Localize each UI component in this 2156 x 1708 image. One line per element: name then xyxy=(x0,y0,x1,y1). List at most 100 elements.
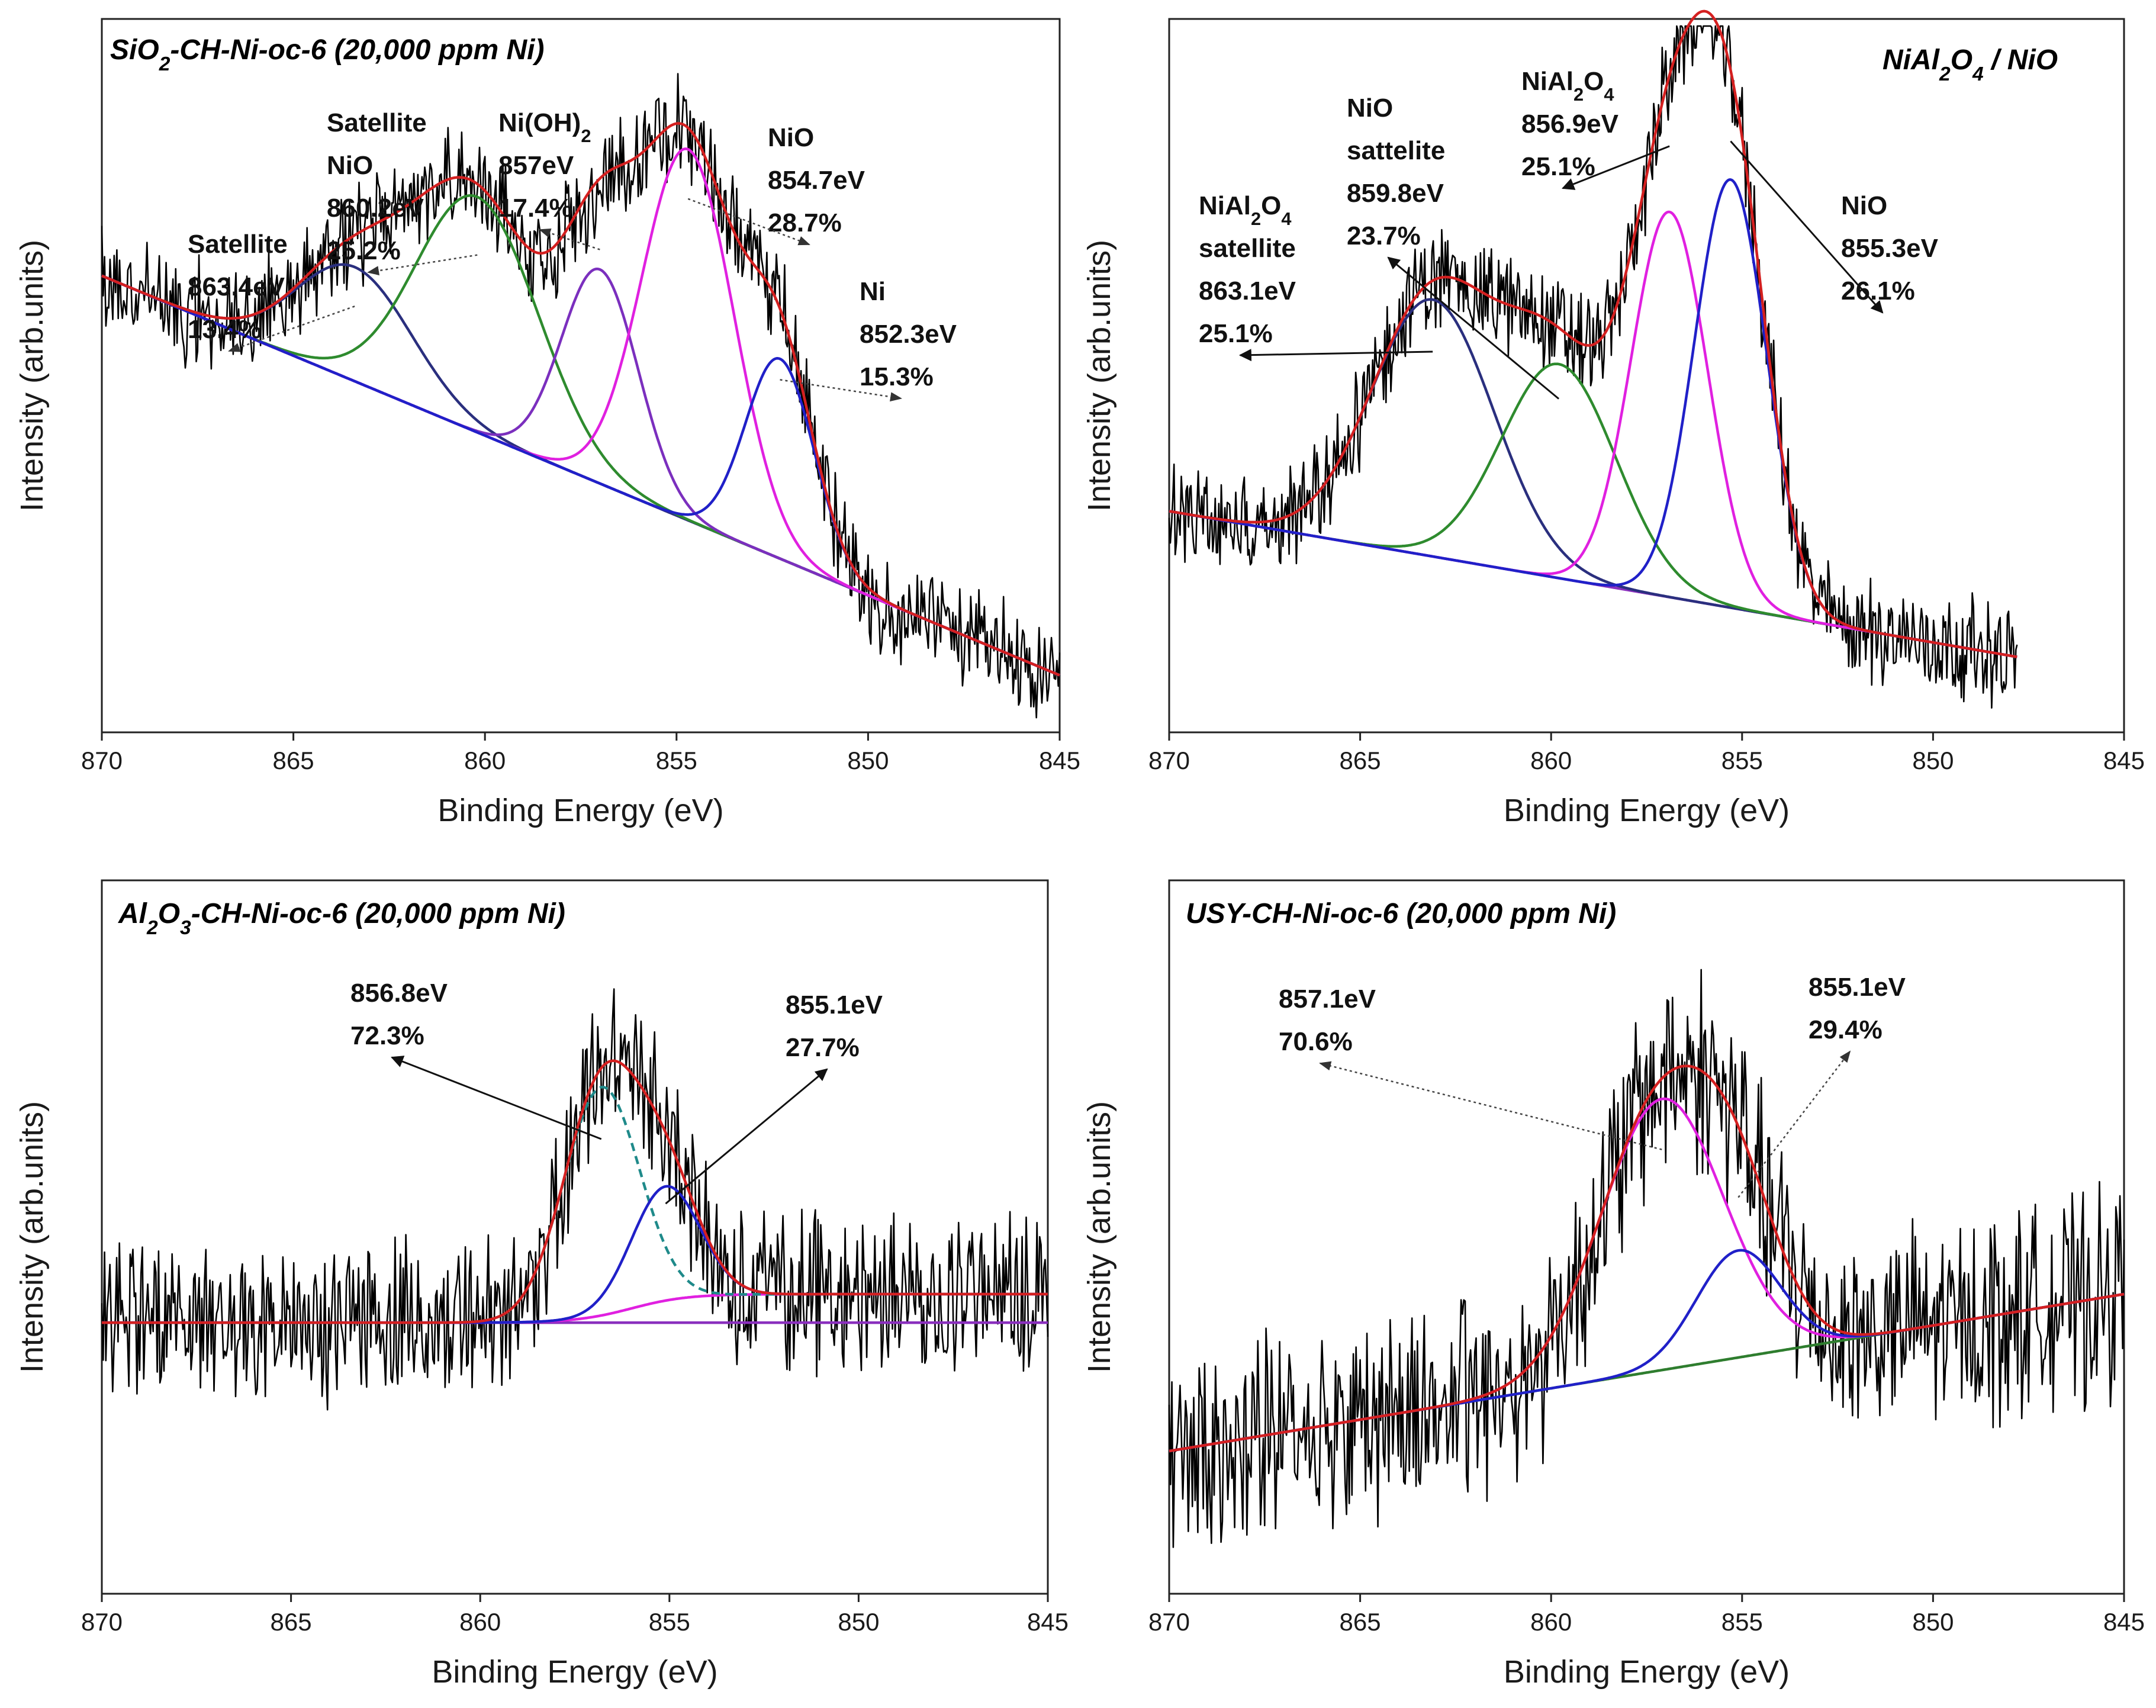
annotation-line-part: satellite xyxy=(1199,234,1296,263)
annotation-line: NiO xyxy=(768,123,814,152)
annotation-line-part: NiAl xyxy=(1199,191,1251,220)
annotation-line: 29.4% xyxy=(1809,1015,1883,1044)
x-tick-label: 865 xyxy=(271,1608,312,1636)
annotation-line-part: NiO xyxy=(1841,191,1887,220)
annotation-line-part: 857.1eV xyxy=(1279,985,1376,1014)
panel-title-part: -CH-Ni-oc-6 (20,000 ppm Ni) xyxy=(170,34,544,66)
panel-title: USY-CH-Ni-oc-6 (20,000 ppm Ni) xyxy=(1186,898,1616,929)
plot-frame xyxy=(1168,18,2125,734)
x-tick-label: 870 xyxy=(1148,1608,1190,1636)
peak-annotation: NiO 854.7eV 28.7% xyxy=(687,123,865,246)
y-axis-title: Intensity (arb.units) xyxy=(14,240,50,512)
plot-frame xyxy=(101,879,1049,1595)
x-tick-label: 845 xyxy=(2103,1608,2145,1636)
x-tick-label: 865 xyxy=(1340,747,1381,774)
annotation-line: 854.7eV xyxy=(768,166,865,195)
x-tick-label: 845 xyxy=(1027,1608,1069,1636)
x-tick-label: 860 xyxy=(459,1608,501,1636)
x-tick-label: 850 xyxy=(1912,1608,1954,1636)
annotation-line-part: 852.3eV xyxy=(860,320,957,349)
annotation-line-part: 863.4eV xyxy=(188,272,285,301)
annotation-line-part: 13.4% xyxy=(188,315,262,344)
annotation-line-part: 28.7% xyxy=(768,208,842,237)
y-axis-title: Intensity (arb.units) xyxy=(14,1101,50,1373)
annotation-line: sattelite xyxy=(1347,136,1445,165)
annotation-line-part: Satellite xyxy=(327,108,427,137)
annotation-line-part: 863.1eV xyxy=(1199,276,1296,305)
x-tick-label: 850 xyxy=(838,1608,879,1636)
panel-title-part: O xyxy=(158,898,180,929)
x-tick-label: 870 xyxy=(81,747,123,774)
measured-spectrum xyxy=(101,73,1061,719)
annotation-line-part: Ni(OH) xyxy=(498,108,581,137)
annotation-line-part: 2 xyxy=(1251,208,1261,229)
annotation-line: 17.4% xyxy=(498,194,572,223)
panel-title-part: SiO xyxy=(110,34,159,66)
x-tick-label: 860 xyxy=(1530,747,1572,774)
panel-title-part: NiAl xyxy=(1883,44,1941,76)
annotation-line-part: O xyxy=(1261,191,1281,220)
annotation-line-part: 72.3% xyxy=(350,1021,424,1050)
peak-annotation: 855.1eV 29.4% xyxy=(1737,973,1906,1198)
annotation-line: 855.1eV xyxy=(1809,973,1906,1002)
panel-title-part: 4 xyxy=(1972,63,1984,85)
annotation-line-part: Ni xyxy=(860,277,886,306)
panel-title: NiAl2O4 / NiO xyxy=(1883,44,2058,85)
annotation-line-part: 859.8eV xyxy=(1347,179,1444,208)
peak-annotation: NiO sattelite 859.8eV 23.7% xyxy=(1347,94,1560,400)
measured-spectrum xyxy=(1168,25,2018,709)
annotation-line: 13.4% xyxy=(188,315,262,344)
x-tick-label: 850 xyxy=(1912,747,1954,774)
annotation-arrow xyxy=(1238,349,1433,362)
x-tick-label: 855 xyxy=(1721,1608,1763,1636)
peak-annotation: Ni 852.3eV 15.3% xyxy=(780,277,957,402)
x-axis-title: Binding Energy (eV) xyxy=(1504,793,1790,828)
annotation-line-part: 15.3% xyxy=(860,362,934,391)
annotation-line-part: NiO xyxy=(768,123,814,152)
annotation-line-part: NiO xyxy=(1347,94,1393,123)
peak-annotation: 857.1eV 70.6% xyxy=(1279,985,1662,1150)
measured-spectrum xyxy=(1168,969,2125,1548)
measured-spectrum xyxy=(101,988,1049,1411)
annotation-line-part: 4 xyxy=(1281,208,1291,229)
annotation-line: 857.1eV xyxy=(1279,985,1376,1014)
panel-title-part: Al xyxy=(118,898,148,929)
fit-envelope xyxy=(101,122,1060,677)
annotation-line: NiAl2O4 xyxy=(1199,191,1292,229)
fit-envelope xyxy=(102,1059,1048,1324)
annotation-line: NiAl2O4 xyxy=(1521,67,1614,105)
x-tick-label: 865 xyxy=(1340,1608,1381,1636)
annotation-line: 856.9eV xyxy=(1521,110,1619,139)
x-tick-label: 870 xyxy=(1148,747,1190,774)
chart-panel-p2: 870 865 860 855 850 845 Binding Energy (eV) Int… xyxy=(1082,9,2145,828)
annotation-line: 15.3% xyxy=(860,362,934,391)
annotation-line-part: 23.7% xyxy=(1347,221,1421,250)
x-tick-label: 860 xyxy=(1530,1608,1572,1636)
annotation-line-part: 70.6% xyxy=(1279,1027,1353,1056)
x-tick-label: 855 xyxy=(1721,747,1763,774)
annotation-line-part: NiAl xyxy=(1521,67,1573,96)
annotation-arrow xyxy=(665,1068,828,1205)
annotation-arrow xyxy=(1387,256,1560,400)
annotation-line-part: sattelite xyxy=(1347,136,1445,165)
annotation-line-part: 856.8eV xyxy=(350,979,448,1008)
annotation-line: NiO xyxy=(1347,94,1393,123)
panel-title-part: -CH-Ni-oc-6 (20,000 ppm Ni) xyxy=(191,898,565,929)
fit-envelope xyxy=(1169,1064,2125,1453)
annotation-line: 70.6% xyxy=(1279,1027,1353,1056)
annotation-line-part: 25.2% xyxy=(327,236,401,265)
annotation-arrow xyxy=(367,254,478,276)
peak-annotation: Satellite NiO 860.2eV 25.2% xyxy=(327,108,478,276)
annotation-line-part: NiO xyxy=(327,151,373,180)
annotation-line: 25.1% xyxy=(1521,152,1595,181)
x-tick-label: 845 xyxy=(2103,747,2145,774)
annotation-arrow xyxy=(228,305,355,352)
annotation-line-part: 25.1% xyxy=(1521,152,1595,181)
annotation-line-part: 856.9eV xyxy=(1521,110,1619,139)
panel-title-part: 2 xyxy=(146,917,158,939)
chart-panel-p4: 870 865 860 855 850 845 Binding Energy (eV) Int… xyxy=(1082,879,2145,1690)
annotation-line-part: 2 xyxy=(581,126,591,146)
annotation-line: satellite xyxy=(1199,234,1296,263)
x-axis-title: Binding Energy (eV) xyxy=(432,1654,717,1690)
